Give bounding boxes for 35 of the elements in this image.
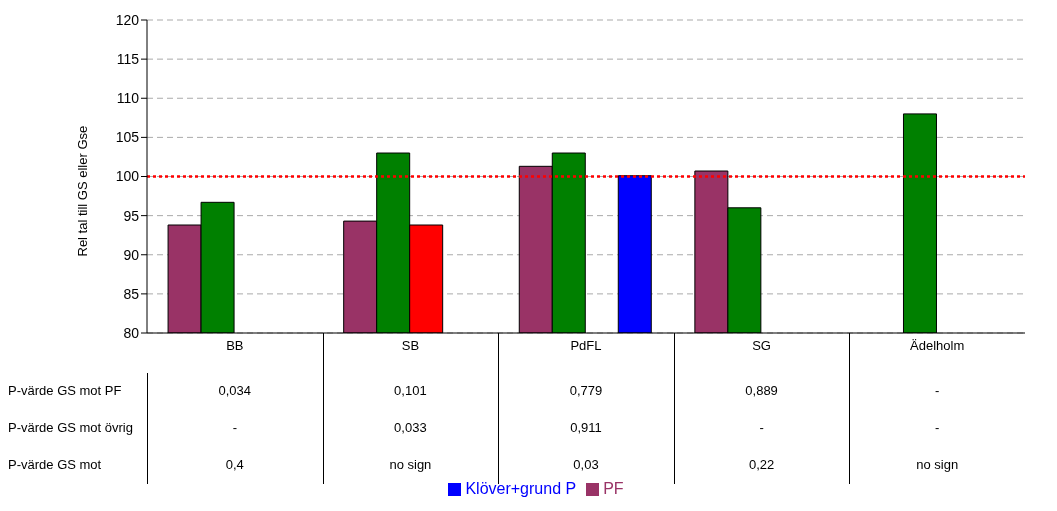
text: no sign xyxy=(388,457,433,472)
text: P-värde GS mot PF xyxy=(8,383,122,398)
text: P-värde GS mot xyxy=(8,457,102,472)
y-tick-label: 115 xyxy=(116,51,140,68)
text: - xyxy=(231,420,238,435)
y-tick-label: 120 xyxy=(115,11,140,28)
x-tick-label: Ädelholm xyxy=(910,338,965,354)
text: 0,4 xyxy=(224,457,245,472)
text: 0,033 xyxy=(393,420,428,435)
y-tick-label: 85 xyxy=(123,285,140,302)
x-tick-label: SG xyxy=(752,338,771,354)
x-tick-label: SB xyxy=(401,338,420,354)
text: 0,911 xyxy=(569,420,603,435)
text: - xyxy=(758,420,765,435)
text: 0,889 xyxy=(744,383,779,398)
text: no sign xyxy=(915,457,960,472)
x-tick-label: BB xyxy=(226,338,244,354)
x-tick-label: PdFL xyxy=(570,338,602,354)
y-tick-label: 95 xyxy=(123,207,140,224)
y-axis-title: Rel tal till GS eller Gse xyxy=(74,125,90,257)
y-tick-label: 105 xyxy=(115,129,140,146)
text: 0,03 xyxy=(572,457,600,472)
text: 0,779 xyxy=(568,383,604,398)
legend-label: PF xyxy=(603,480,624,497)
text: - xyxy=(934,420,941,435)
legend-label: Klöver+grund P xyxy=(465,480,577,497)
text: 0,101 xyxy=(393,383,428,398)
text: 0,034 xyxy=(217,383,253,398)
text: - xyxy=(934,383,941,398)
text: 0,22 xyxy=(747,457,776,472)
y-tick-label: 100 xyxy=(115,168,140,185)
y-tick-label: 80 xyxy=(123,324,140,341)
text: P-värde GS mot övrig xyxy=(8,420,133,435)
y-tick-label: 110 xyxy=(116,90,140,107)
y-tick-label: 90 xyxy=(123,246,140,263)
